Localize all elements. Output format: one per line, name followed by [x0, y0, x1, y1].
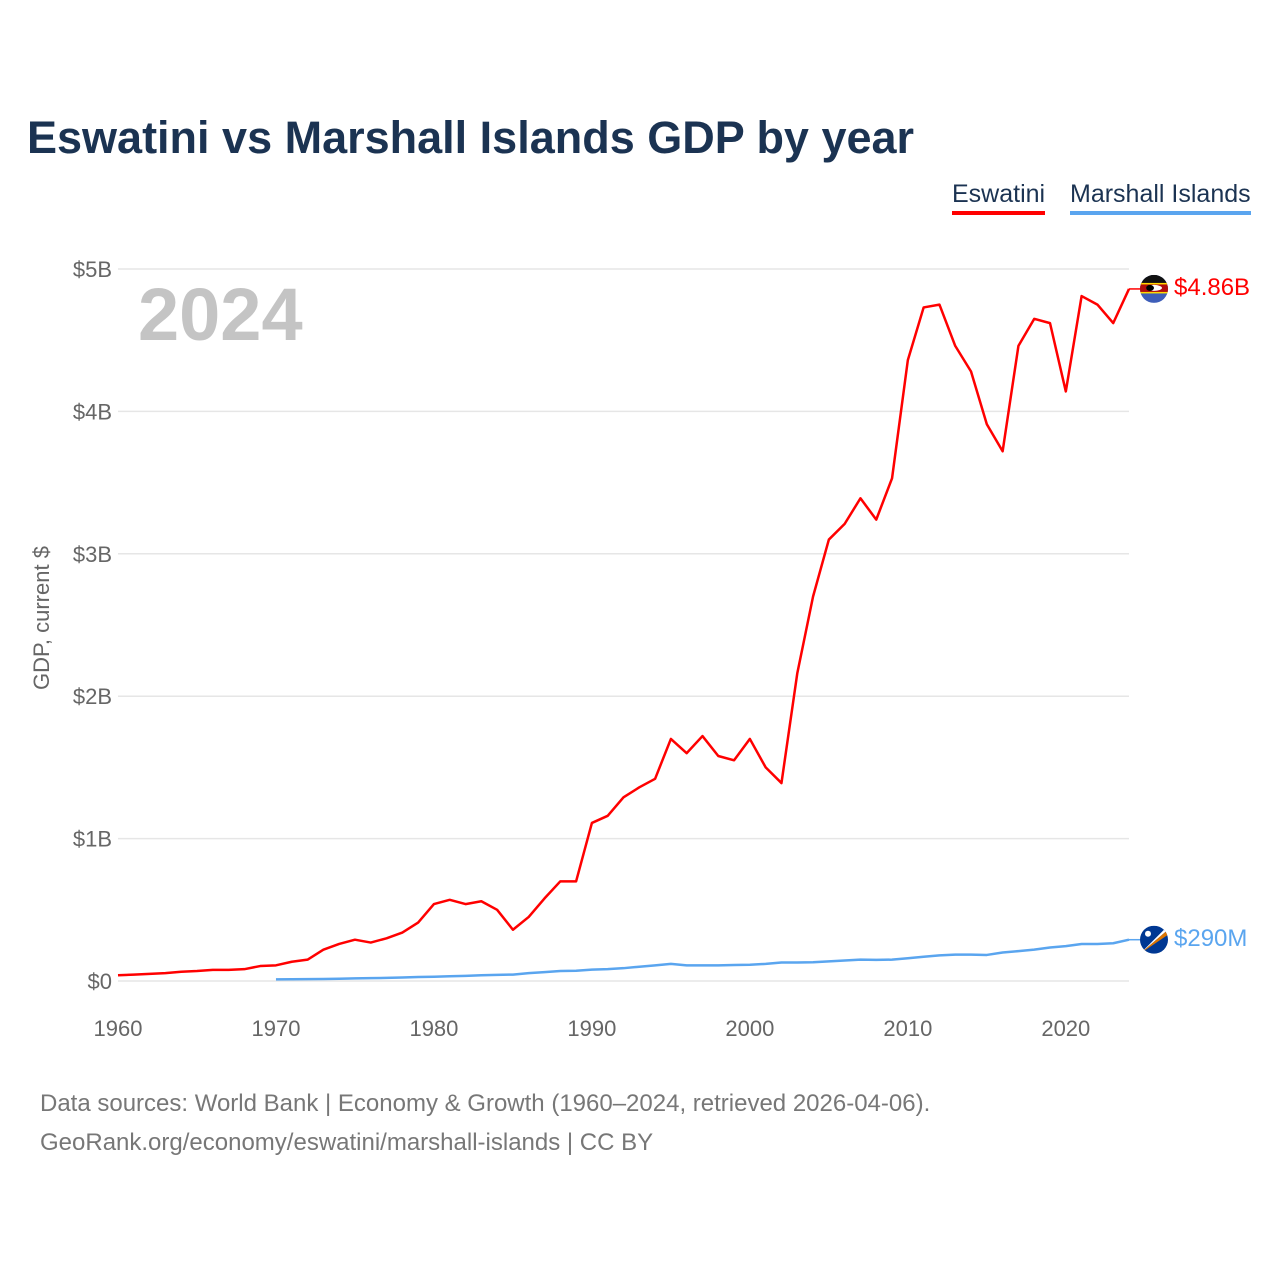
y-axis-label: GDP, current $ — [29, 546, 54, 690]
source-note: Data sources: World Bank | Economy & Gro… — [40, 1084, 930, 1162]
y-tick-label: $3B — [73, 542, 112, 567]
y-tick-label: $1B — [73, 827, 112, 852]
y-tick-label: $0 — [88, 969, 112, 994]
y-tick-label: $4B — [73, 399, 112, 424]
x-tick-label: 1970 — [251, 1016, 300, 1041]
x-tick-label: 2010 — [883, 1016, 932, 1041]
x-tick-label: 1960 — [94, 1016, 143, 1041]
year-label: 2024 — [138, 273, 303, 356]
marshall-islands-flag-icon — [1140, 925, 1168, 954]
eswatini-flag-icon — [1140, 274, 1168, 303]
y-tick-label: $2B — [73, 684, 112, 709]
source-line: Data sources: World Bank | Economy & Gro… — [40, 1090, 931, 1117]
legend-marshall-islands[interactable]: Marshall Islands — [1070, 180, 1251, 215]
x-tick-label: 1990 — [567, 1016, 616, 1041]
legend-eswatini[interactable]: Eswatini — [952, 180, 1046, 215]
series-line-eswatini — [117, 288, 1131, 977]
x-tick-label: 2000 — [725, 1016, 774, 1041]
source-link[interactable]: GeoRank.org/economy/eswatini/marshall-is… — [40, 1129, 654, 1156]
x-tick-label: 2020 — [1041, 1016, 1090, 1041]
series-line-marshall-islands — [275, 938, 1130, 981]
x-tick-label: 1980 — [409, 1016, 458, 1041]
y-tick-label: $5B — [73, 257, 112, 282]
chart-title: Eswatini vs Marshall Islands GDP by year — [27, 112, 915, 163]
end-value-label: $290M — [1174, 924, 1248, 952]
end-value-label: $4.86B — [1174, 273, 1251, 301]
